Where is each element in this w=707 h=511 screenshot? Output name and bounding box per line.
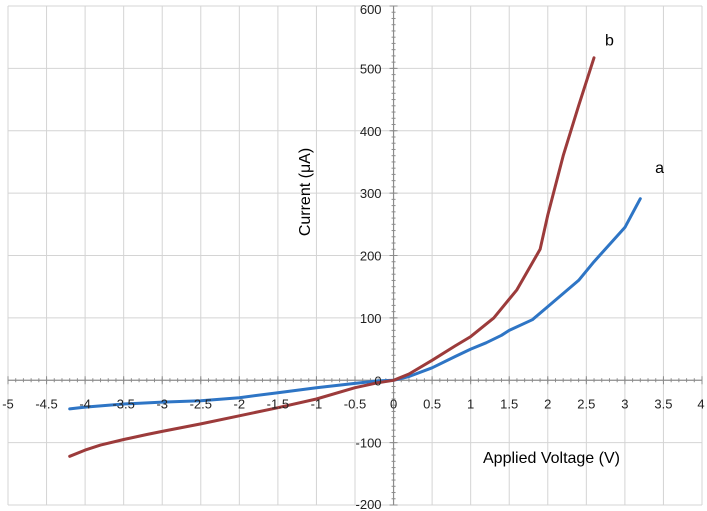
y-tick-label: 500: [360, 61, 382, 76]
x-tick-label: 1: [467, 396, 474, 411]
x-tick-label: -0.5: [344, 396, 366, 411]
x-tick-label: 4: [697, 396, 704, 411]
y-tick-label: -100: [356, 436, 382, 451]
x-tick-label: -3.5: [112, 396, 134, 411]
grid-lines: [7, 5, 703, 506]
x-tick-label: 3.5: [654, 396, 672, 411]
y-tick-label: 200: [360, 249, 382, 264]
x-axis-title: Applied Voltage (V): [483, 450, 620, 467]
y-axis-title: Current (μA): [297, 148, 314, 236]
y-tick-label: 400: [360, 124, 382, 139]
data-series: [68, 56, 642, 458]
y-tick-label: 300: [360, 186, 382, 201]
y-tick-label: 0: [374, 373, 381, 388]
x-tick-label: 2.5: [577, 396, 595, 411]
x-tick-label: -4: [79, 396, 91, 411]
x-tick-label: -1: [311, 396, 323, 411]
x-tick-label: -5: [2, 396, 14, 411]
x-tick-label: 0: [390, 396, 397, 411]
series-label-a: a: [655, 160, 664, 177]
x-tick-label: -2: [234, 396, 246, 411]
x-tick-label: -4.5: [35, 396, 57, 411]
x-tick-label: 1.5: [500, 396, 518, 411]
x-tick-label: 0.5: [423, 396, 441, 411]
x-tick-label: -3: [156, 396, 168, 411]
series-label-b: b: [605, 32, 614, 49]
series-line-b: [68, 56, 596, 458]
x-tick-label: 3: [621, 396, 628, 411]
y-tick-label: -200: [356, 497, 382, 511]
y-tick-label: 600: [360, 2, 382, 17]
x-tick-label: -1.5: [267, 396, 289, 411]
x-tick-label: -2.5: [190, 396, 212, 411]
series-line-a: [68, 197, 642, 411]
x-tick-label: 2: [544, 396, 551, 411]
axes: [7, 5, 703, 506]
y-tick-label: 100: [360, 311, 382, 326]
